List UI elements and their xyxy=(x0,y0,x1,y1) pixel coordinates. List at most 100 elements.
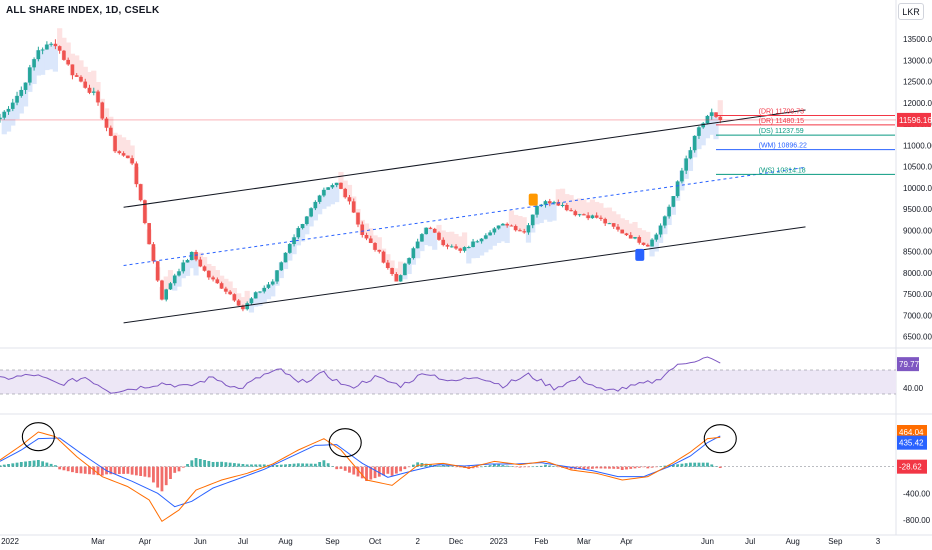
candle-up xyxy=(181,262,186,272)
histogram-bar-down xyxy=(582,466,586,469)
trend-cloud-down xyxy=(453,233,459,249)
time-axis-label: Sep xyxy=(325,537,340,546)
candle-up xyxy=(697,127,701,136)
histogram-bar-up xyxy=(215,461,219,467)
histogram-bar-down xyxy=(646,466,650,469)
trend-cloud-up xyxy=(415,241,421,259)
candle-up xyxy=(292,237,296,245)
histogram-bar-down xyxy=(527,466,530,468)
histogram-bar-up xyxy=(288,464,292,467)
histogram-bar-down xyxy=(348,466,351,473)
macd-value-label: 464.04 xyxy=(899,428,924,437)
histogram-bar-up xyxy=(446,465,449,467)
histogram-bar-up xyxy=(11,463,15,467)
histogram-bar-down xyxy=(650,466,654,468)
candle-down xyxy=(518,230,522,232)
histogram-bar-up xyxy=(220,461,224,467)
candle-up xyxy=(535,206,539,215)
histogram-bar-down xyxy=(394,466,398,474)
candle-up xyxy=(496,225,501,229)
trend-cloud-down xyxy=(65,42,71,65)
histogram-bar-up xyxy=(441,465,445,467)
trend-cloud-down xyxy=(457,236,463,251)
channel-lower-line xyxy=(123,226,806,324)
trend-cloud-down xyxy=(91,70,97,92)
candle-down xyxy=(509,225,514,227)
level-label: (DS) 11237.59 xyxy=(759,128,804,135)
trend-cloud-up xyxy=(483,235,489,253)
trend-cloud-down xyxy=(61,37,67,60)
histogram-bar-up xyxy=(697,462,701,467)
candle-up xyxy=(19,89,24,96)
histogram-bar-down xyxy=(399,466,403,472)
histogram-bar-up xyxy=(531,466,535,468)
candle-down xyxy=(569,210,573,212)
macd-value-badge xyxy=(897,435,927,450)
candle-up xyxy=(590,215,595,219)
candle-up xyxy=(462,247,467,251)
histogram-bar-down xyxy=(591,466,594,469)
histogram-bar-down xyxy=(66,466,70,472)
candle-up xyxy=(36,50,41,60)
trend-cloud-down xyxy=(449,231,455,247)
candle-down xyxy=(198,259,203,267)
trend-cloud-up xyxy=(466,247,472,264)
trend-cloud-down xyxy=(611,211,617,227)
histogram-bar-up xyxy=(45,462,49,467)
trend-cloud-down xyxy=(57,28,63,51)
candle-down xyxy=(624,233,629,236)
macd-signal-line xyxy=(0,435,721,508)
time-axis-label: Aug xyxy=(278,537,292,546)
histogram-bar-up xyxy=(224,462,228,467)
trend-cloud-down xyxy=(125,139,131,159)
histogram-bar-down xyxy=(122,466,125,474)
candle-up xyxy=(424,227,428,235)
trend-cloud-up xyxy=(321,189,327,209)
histogram-bar-down xyxy=(608,466,611,469)
candle-up xyxy=(330,185,335,188)
trend-cloud-up xyxy=(547,203,553,222)
trend-cloud-down xyxy=(120,137,127,156)
histogram-bar-up xyxy=(15,462,19,467)
candle-down xyxy=(432,228,437,233)
candle-up xyxy=(492,228,497,233)
price-tick-label: 6500.00 xyxy=(903,333,932,342)
histogram-bar-down xyxy=(390,466,394,476)
trend-cloud-up xyxy=(40,49,46,75)
currency-button[interactable]: LKR xyxy=(898,3,924,20)
candle-down xyxy=(130,158,134,164)
candle-down xyxy=(714,112,718,117)
histogram-bar-down xyxy=(134,466,138,476)
histogram-bar-down xyxy=(454,466,458,468)
candle-down xyxy=(138,184,143,201)
candle-up xyxy=(467,247,471,249)
histogram-bar-down xyxy=(642,466,645,468)
trend-cloud-up xyxy=(504,225,510,243)
histogram-bar-up xyxy=(233,463,236,467)
candle-up xyxy=(607,223,612,225)
trend-cloud-down xyxy=(240,297,246,310)
histogram-bar-down xyxy=(403,466,407,470)
histogram-bar-up xyxy=(207,461,211,467)
trend-cloud-down xyxy=(346,184,353,202)
histogram-bar-down xyxy=(352,466,356,475)
time-axis-label: Mar xyxy=(577,537,591,546)
level-label: (WM) 10896.22 xyxy=(759,143,807,150)
histogram-bar-up xyxy=(228,462,232,467)
trend-cloud-down xyxy=(78,60,84,82)
candle-down xyxy=(62,50,66,60)
trend-cloud-up xyxy=(704,115,711,139)
candle-up xyxy=(326,187,330,190)
histogram-bar-up xyxy=(689,462,692,467)
histogram-bar-down xyxy=(386,466,390,474)
trend-cloud-up xyxy=(474,241,480,259)
histogram-bar-down xyxy=(625,466,628,470)
trend-cloud-up xyxy=(14,95,20,120)
level-label: (WS) 10314.18 xyxy=(759,167,806,174)
trend-cloud-down xyxy=(461,232,468,248)
candle-up xyxy=(684,158,688,171)
histogram-bar-up xyxy=(497,464,501,467)
candle-up xyxy=(530,214,535,226)
candle-down xyxy=(505,223,509,226)
